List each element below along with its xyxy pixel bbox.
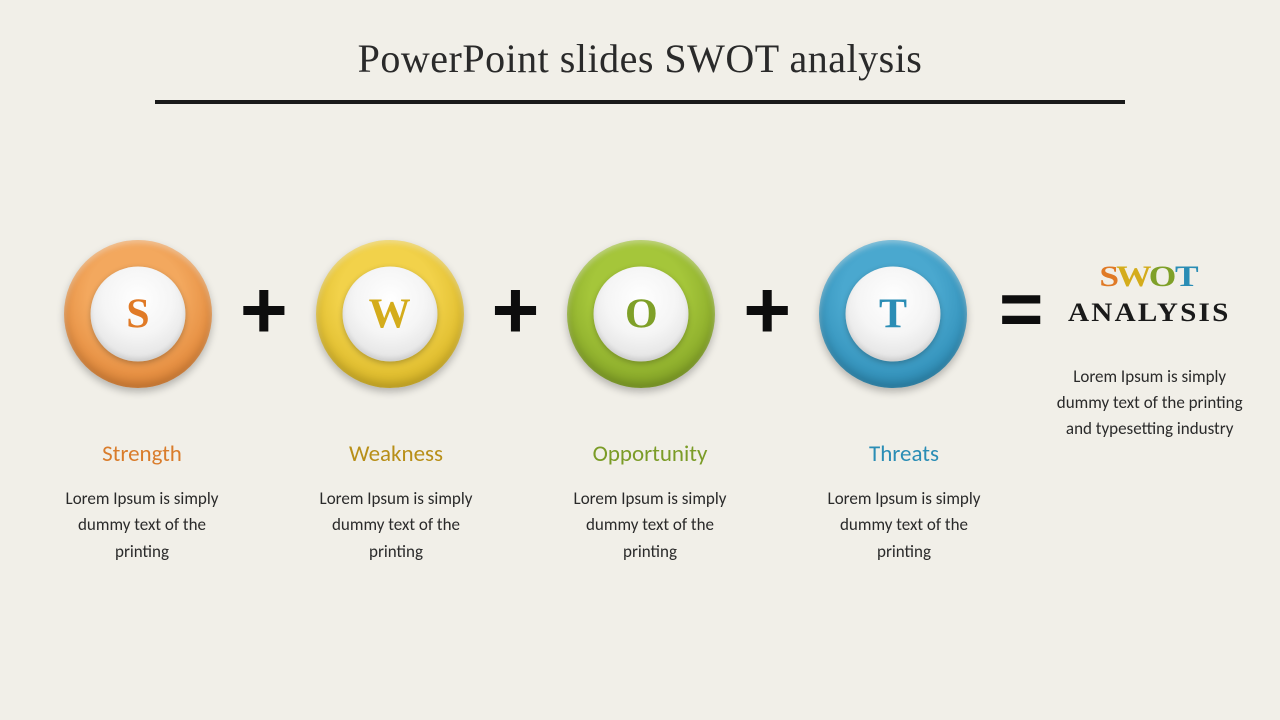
swot-item-t: T [797,240,989,388]
swot-item-o: O [545,240,737,388]
label-body-o: Lorem Ipsum is simply dummy text of the … [558,486,742,565]
letter-w: W [369,290,411,338]
result-block: SWOT ANALYSIS Lorem Ipsum is simply dumm… [1051,258,1248,443]
result-analysis-word: ANALYSIS [1040,298,1260,328]
ring-inner-o: O [594,267,689,362]
slide-title: PowerPoint slides SWOT analysis [0,35,1280,82]
ring-inner-w: W [342,267,437,362]
label-body-s: Lorem Ipsum is simply dummy text of the … [50,486,234,565]
title-underline [155,100,1125,104]
swot-item-s: S [42,240,234,388]
ring-t: T [819,240,967,388]
label-title-o: Opportunity [558,440,742,468]
ring-inner-s: S [90,267,185,362]
letter-t: T [879,290,907,338]
spacer [750,440,804,565]
label-col-w: Weakness Lorem Ipsum is simply dummy tex… [296,440,496,565]
label-title-t: Threats [812,440,996,468]
letter-o: O [625,290,658,338]
label-col-o: Opportunity Lorem Ipsum is simply dummy … [550,440,750,565]
spacer [242,440,296,565]
letter-s: S [126,290,149,338]
label-title-w: Weakness [304,440,488,468]
result-letter-t: T [1175,258,1201,296]
ring-w: W [316,240,464,388]
plus-icon-2: + [492,270,540,352]
label-title-s: Strength [50,440,234,468]
equals-icon: = [999,272,1043,348]
labels-row: Strength Lorem Ipsum is simply dummy tex… [0,440,1280,565]
label-body-w: Lorem Ipsum is simply dummy text of the … [304,486,488,565]
ring-inner-t: T [846,267,941,362]
plus-icon-1: + [240,270,288,352]
swot-item-w: W [294,240,486,388]
label-body-t: Lorem Ipsum is simply dummy text of the … [812,486,996,565]
ring-s: S [64,240,212,388]
label-col-s: Strength Lorem Ipsum is simply dummy tex… [42,440,242,565]
plus-icon-3: + [743,270,791,352]
result-swot-word: SWOT [1051,258,1248,296]
swot-equation-row: S + W + O + T = SWOT ANALYSIS [0,240,1280,443]
ring-o: O [567,240,715,388]
label-col-t: Threats Lorem Ipsum is simply dummy text… [804,440,1004,565]
spacer [496,440,550,565]
result-body-text: Lorem Ipsum is simply dummy text of the … [1051,364,1248,443]
